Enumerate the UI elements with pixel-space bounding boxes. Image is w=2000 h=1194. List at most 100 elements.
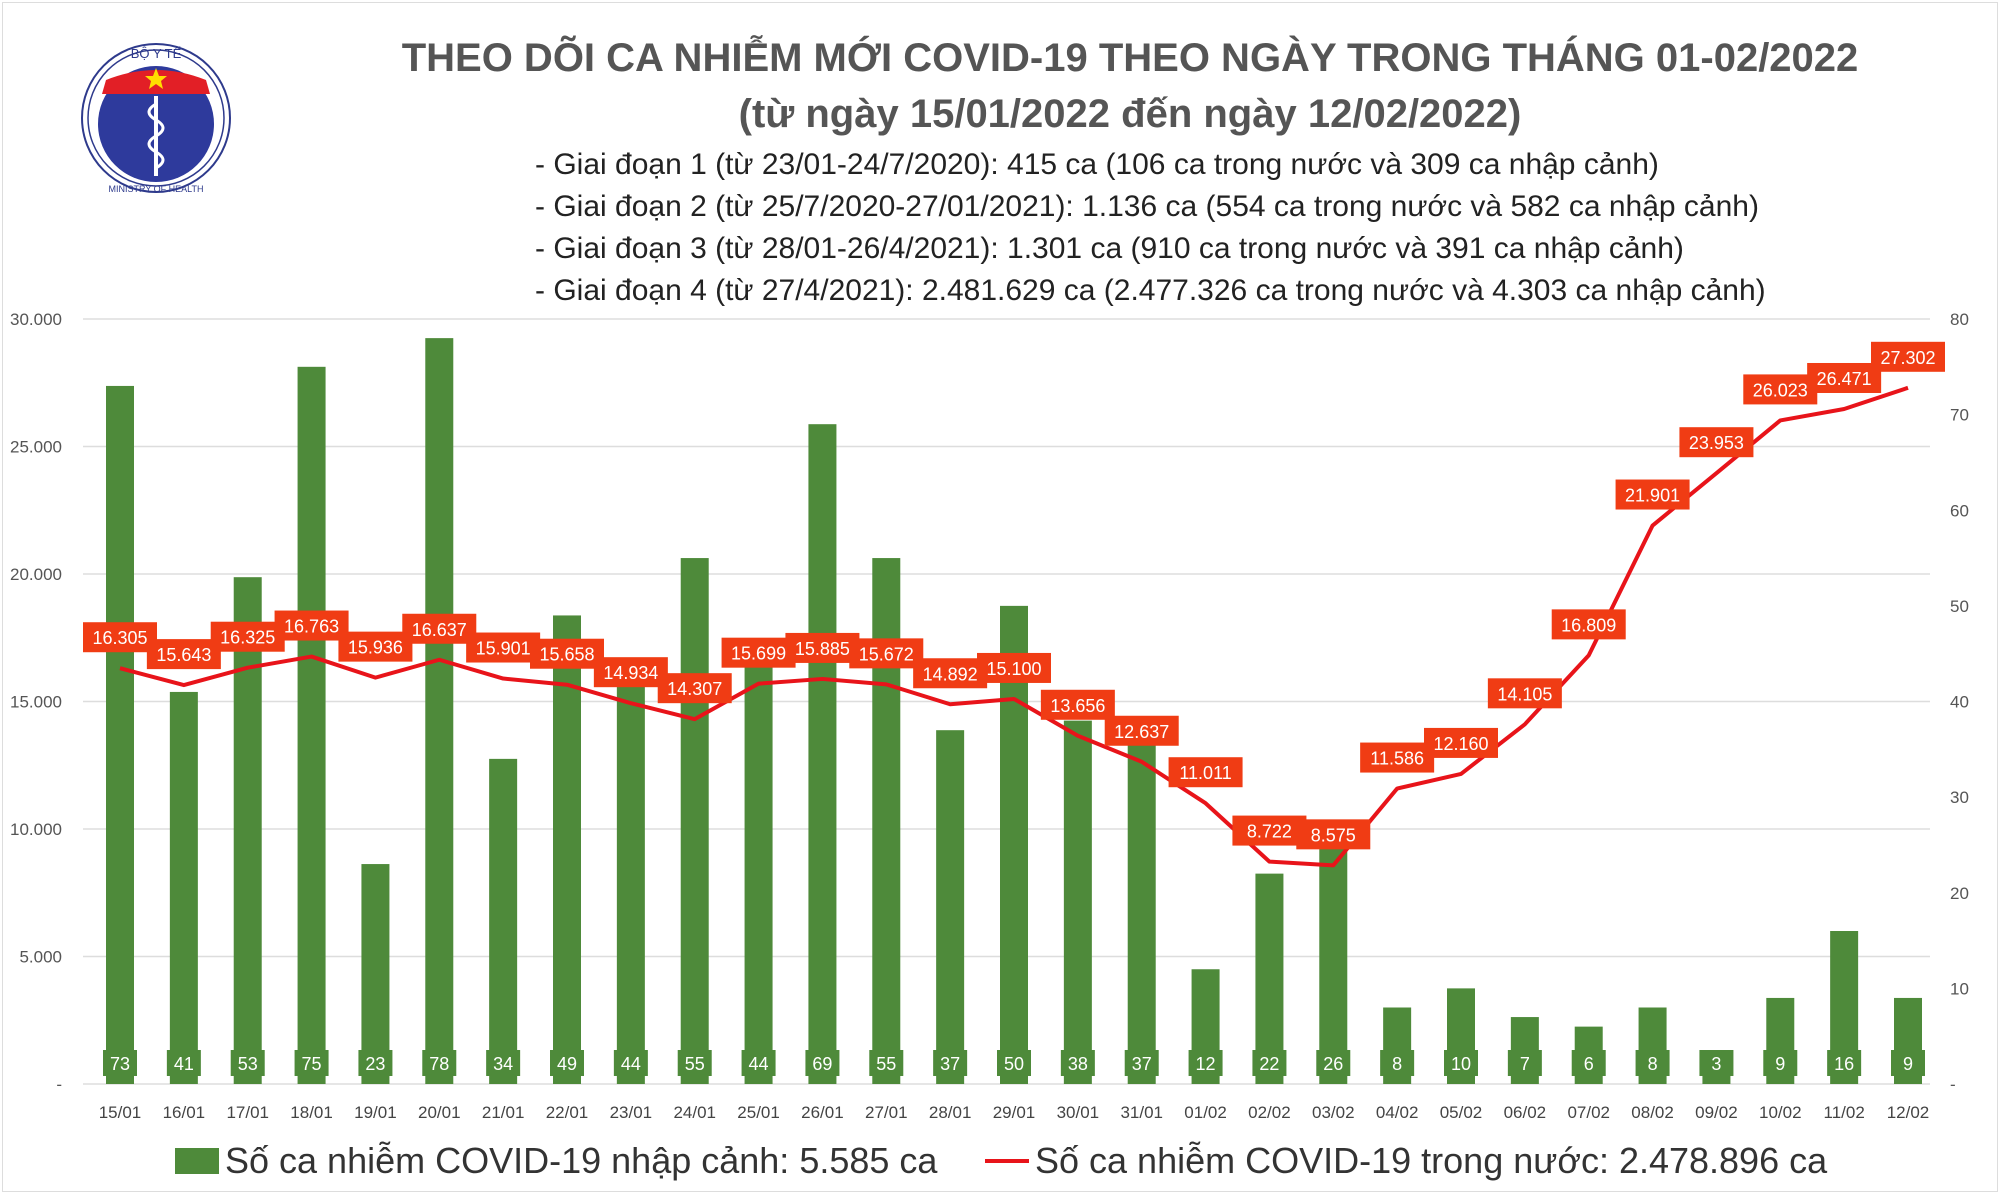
line-label-box bbox=[83, 622, 157, 653]
bar-label-box bbox=[1444, 1050, 1478, 1076]
bar-label-box bbox=[166, 1050, 201, 1076]
line-data-label: 16.325 bbox=[220, 628, 275, 648]
bar-data-label: 6 bbox=[1584, 1054, 1594, 1074]
bar-data-label: 37 bbox=[940, 1054, 960, 1074]
stage-2-summary: - Giai đoạn 2 (từ 25/7/2020-27/01/2021):… bbox=[535, 190, 1759, 223]
x-tick-label: 15/01 bbox=[99, 1103, 142, 1120]
bar-data-label: 44 bbox=[621, 1054, 641, 1074]
line-label-box bbox=[210, 621, 285, 652]
bar bbox=[872, 558, 901, 1084]
x-tick-label: 03/02 bbox=[1312, 1103, 1355, 1120]
y-right-tick-label: 70 bbox=[1950, 406, 1969, 425]
y-right-tick-label: 10 bbox=[1950, 979, 1969, 998]
bar bbox=[1063, 720, 1092, 1084]
line-data-label: 15.936 bbox=[348, 638, 403, 658]
legend-domestic-label: Số ca nhiễm COVID-19 trong nước: 2.478.8… bbox=[1035, 1140, 1828, 1181]
line-data-label: 23.953 bbox=[1689, 433, 1744, 453]
bar-data-label: 73 bbox=[110, 1054, 130, 1074]
line-data-label: 11.586 bbox=[1370, 749, 1424, 769]
bar-label-box bbox=[1635, 1050, 1670, 1076]
bar-label-box bbox=[677, 1050, 712, 1076]
line-data-label: 14.105 bbox=[1497, 684, 1552, 704]
line-data-label: 15.658 bbox=[539, 645, 594, 665]
bar-data-label: 9 bbox=[1775, 1054, 1785, 1074]
x-tick-label: 08/02 bbox=[1631, 1103, 1674, 1120]
line-data-label: 15.672 bbox=[859, 644, 914, 664]
bar-label-box bbox=[613, 1050, 648, 1076]
x-tick-label: 04/02 bbox=[1376, 1103, 1419, 1120]
bar-label-box bbox=[1252, 1050, 1287, 1076]
line-data-label: 16.637 bbox=[412, 620, 467, 640]
line-label-box bbox=[466, 632, 541, 663]
bar-data-label: 78 bbox=[429, 1054, 449, 1074]
bar bbox=[233, 577, 262, 1084]
line-label-box bbox=[1424, 727, 1498, 758]
bar-data-label: 16 bbox=[1834, 1054, 1854, 1074]
y-right-tick-label: 40 bbox=[1950, 693, 1969, 712]
bar-data-label: 12 bbox=[1196, 1054, 1216, 1074]
line-label-box bbox=[1104, 715, 1179, 746]
bar-data-label: 9 bbox=[1903, 1054, 1913, 1074]
x-tick-label: 22/01 bbox=[546, 1103, 589, 1120]
legend-bar-swatch bbox=[175, 1148, 219, 1174]
stage-3-summary: - Giai đoạn 3 (từ 28/01-26/4/2021): 1.30… bbox=[535, 232, 1684, 265]
x-tick-label: 23/01 bbox=[610, 1103, 653, 1120]
line-data-label: 12.160 bbox=[1433, 734, 1488, 754]
line-label-box bbox=[146, 639, 221, 670]
line-label-box bbox=[1615, 479, 1690, 510]
x-tick-label: 31/01 bbox=[1120, 1103, 1163, 1120]
bar bbox=[680, 558, 709, 1084]
line-data-label: 27.302 bbox=[1880, 348, 1935, 368]
x-tick-label: 27/01 bbox=[865, 1103, 908, 1120]
x-tick-label: 10/02 bbox=[1759, 1103, 1802, 1120]
bar-label-box bbox=[1507, 1050, 1542, 1076]
bar-data-label: 75 bbox=[302, 1054, 322, 1074]
line-data-label: 14.934 bbox=[603, 663, 658, 683]
line-data-label: 14.892 bbox=[923, 664, 978, 684]
line-data-label: 21.901 bbox=[1625, 486, 1680, 506]
bar bbox=[425, 338, 454, 1084]
x-tick-label: 25/01 bbox=[737, 1103, 780, 1120]
line-label-box bbox=[1551, 609, 1626, 640]
bar-label-box bbox=[741, 1050, 776, 1076]
legend-line-swatch bbox=[985, 1159, 1029, 1163]
bar-label-box bbox=[1316, 1050, 1351, 1076]
bar-data-label: 44 bbox=[749, 1054, 769, 1074]
bar-data-label: 50 bbox=[1004, 1054, 1024, 1074]
bar bbox=[1255, 873, 1284, 1084]
bar-label-box bbox=[422, 1050, 457, 1076]
line-data-label: 26.471 bbox=[1817, 369, 1872, 389]
line-label-box bbox=[1871, 341, 1945, 372]
bar-label-box bbox=[230, 1050, 265, 1076]
x-tick-label: 06/02 bbox=[1504, 1103, 1547, 1120]
bar-label-box bbox=[358, 1050, 393, 1076]
line-label-box bbox=[913, 658, 988, 689]
y-left-tick-label: 20.000 bbox=[10, 565, 62, 584]
bar-label-box bbox=[869, 1050, 904, 1076]
combo-chart: - 5.000 10.000 15.000 20.000 25.000 30.000 - 10 2… bbox=[10, 310, 1969, 1120]
line-label-box bbox=[1360, 742, 1435, 773]
y-right-tick-label: - bbox=[1950, 1075, 1956, 1094]
line-label-box bbox=[1807, 362, 1882, 393]
line-label-box bbox=[1168, 757, 1243, 788]
line-label-box bbox=[274, 610, 349, 641]
line-data-label: 14.307 bbox=[667, 679, 722, 699]
line-data-label: 12.637 bbox=[1114, 722, 1169, 742]
bar-data-label: 34 bbox=[493, 1054, 513, 1074]
bar-label-box bbox=[1124, 1050, 1159, 1076]
x-tick-label: 24/01 bbox=[673, 1103, 716, 1120]
line-label-box bbox=[1743, 374, 1818, 405]
line-label-box bbox=[1487, 678, 1562, 709]
legend-domestic: Số ca nhiễm COVID-19 trong nước: 2.478.8… bbox=[985, 1140, 1827, 1182]
bar-label-box bbox=[486, 1050, 521, 1076]
x-tick-label: 18/01 bbox=[290, 1103, 333, 1120]
x-tick-label: 19/01 bbox=[354, 1103, 397, 1120]
bar-data-label: 8 bbox=[1392, 1054, 1402, 1074]
bar-data-label: 8 bbox=[1648, 1054, 1658, 1074]
y-left-tick-label: 10.000 bbox=[10, 820, 62, 839]
y-right-tick-label: 30 bbox=[1950, 788, 1969, 807]
line-data-label: 26.023 bbox=[1753, 380, 1808, 400]
y-left-tick-label: 25.000 bbox=[10, 438, 62, 457]
bar-label-box bbox=[997, 1050, 1031, 1076]
